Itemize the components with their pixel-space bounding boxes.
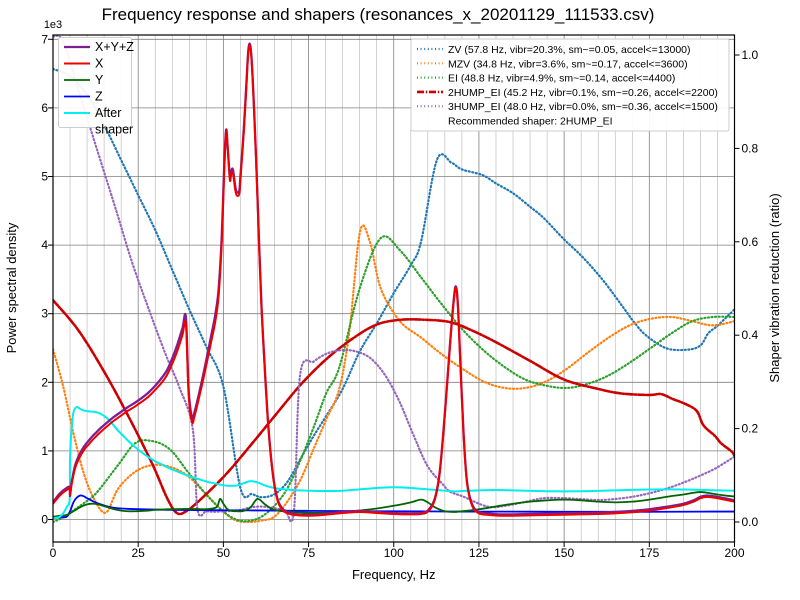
svg-text:0.2: 0.2 bbox=[742, 422, 759, 436]
svg-text:0.8: 0.8 bbox=[742, 141, 759, 155]
svg-text:1: 1 bbox=[41, 444, 48, 458]
svg-text:Recommended shaper: 2HUMP_EI: Recommended shaper: 2HUMP_EI bbox=[448, 116, 613, 128]
svg-text:Y: Y bbox=[95, 73, 104, 87]
svg-text:0.6: 0.6 bbox=[742, 235, 759, 249]
svg-text:25: 25 bbox=[132, 546, 146, 560]
svg-text:3: 3 bbox=[41, 307, 48, 321]
svg-text:200: 200 bbox=[724, 546, 744, 560]
svg-text:5: 5 bbox=[41, 170, 48, 184]
svg-text:100: 100 bbox=[384, 546, 404, 560]
svg-text:ZV (57.8 Hz, vibr=20.3%, sm~=0: ZV (57.8 Hz, vibr=20.3%, sm~=0.05, accel… bbox=[448, 44, 691, 56]
svg-text:2: 2 bbox=[41, 375, 48, 389]
svg-text:0: 0 bbox=[50, 546, 57, 560]
svg-text:125: 125 bbox=[469, 546, 489, 560]
svg-text:X: X bbox=[95, 57, 104, 71]
svg-text:0.0: 0.0 bbox=[742, 515, 759, 529]
svg-text:4: 4 bbox=[41, 238, 48, 252]
svg-text:Frequency response and shapers: Frequency response and shapers (resonanc… bbox=[102, 5, 655, 24]
svg-text:3HUMP_EI (48.0 Hz, vibr=0.0%,: 3HUMP_EI (48.0 Hz, vibr=0.0%, sm~=0.36, … bbox=[448, 101, 718, 113]
svg-text:2HUMP_EI (45.2 Hz, vibr=0.1%,: 2HUMP_EI (45.2 Hz, vibr=0.1%, sm~=0.26, … bbox=[448, 87, 718, 99]
svg-text:MZV (34.8 Hz, vibr=3.6%, sm~=0: MZV (34.8 Hz, vibr=3.6%, sm~=0.17, accel… bbox=[448, 58, 688, 70]
svg-text:After: After bbox=[95, 106, 121, 120]
svg-text:1e3: 1e3 bbox=[44, 19, 62, 31]
svg-text:150: 150 bbox=[554, 546, 574, 560]
svg-text:175: 175 bbox=[639, 546, 659, 560]
svg-text:0: 0 bbox=[41, 513, 48, 527]
svg-text:Z: Z bbox=[95, 90, 103, 104]
svg-text:X+Y+Z: X+Y+Z bbox=[95, 40, 134, 54]
svg-text:EI (48.8 Hz, vibr=4.9%, sm~=0.: EI (48.8 Hz, vibr=4.9%, sm~=0.14, accel<… bbox=[448, 73, 675, 85]
svg-text:7: 7 bbox=[41, 32, 48, 46]
svg-text:Power spectral density: Power spectral density bbox=[4, 222, 19, 353]
svg-text:1.0: 1.0 bbox=[742, 48, 759, 62]
svg-text:shaper: shaper bbox=[95, 123, 133, 137]
svg-text:Shaper vibration reduction (ra: Shaper vibration reduction (ratio) bbox=[767, 193, 782, 382]
svg-text:6: 6 bbox=[41, 101, 48, 115]
svg-text:0.4: 0.4 bbox=[742, 328, 759, 342]
svg-text:75: 75 bbox=[302, 546, 316, 560]
svg-text:Frequency, Hz: Frequency, Hz bbox=[352, 567, 436, 582]
svg-text:50: 50 bbox=[217, 546, 231, 560]
